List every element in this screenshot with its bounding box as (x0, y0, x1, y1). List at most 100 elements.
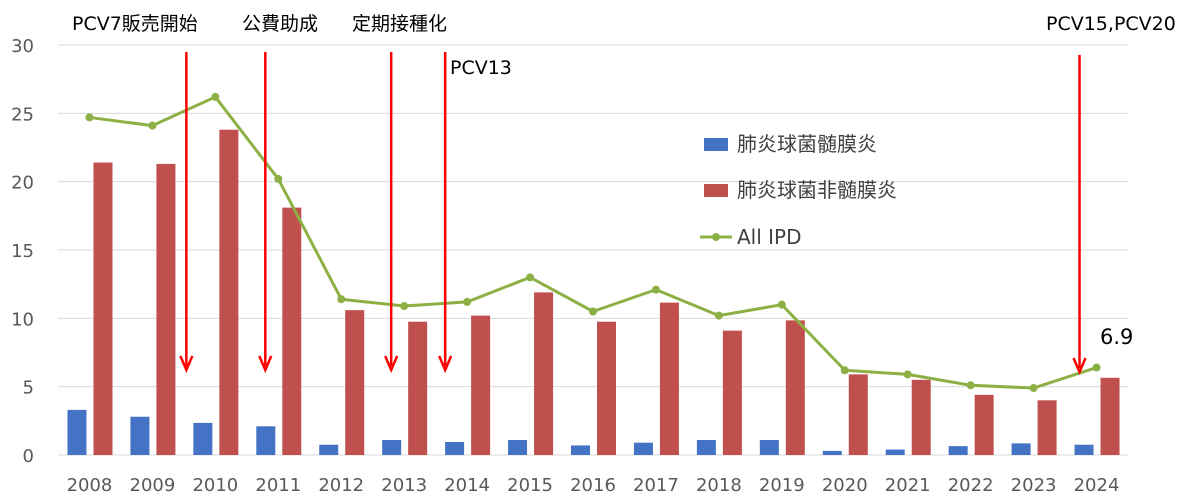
bar-non-meningitis-2010 (219, 129, 239, 455)
y-tick-label: 10 (11, 309, 34, 330)
bar-meningitis-2020 (822, 450, 842, 455)
bar-non-meningitis-2024 (1100, 377, 1120, 455)
arrow-pcv15-pcv20-head (1072, 357, 1087, 376)
bar-non-meningitis-2008 (93, 162, 113, 456)
all-ipd-point-2015 (526, 273, 535, 282)
arrow-routine-vaccination-head (384, 355, 399, 374)
bar-non-meningitis-2015 (534, 292, 554, 455)
bar-meningitis-2023 (1011, 443, 1031, 455)
bar-meningitis-2019 (759, 439, 779, 455)
x-tick-label: 2013 (381, 475, 427, 496)
bar-non-meningitis-2021 (911, 379, 931, 455)
y-tick-label: 25 (11, 104, 34, 125)
x-tick-label: 2015 (507, 475, 553, 496)
x-tick-label: 2011 (255, 475, 301, 496)
all-ipd-point-2016 (589, 307, 597, 316)
bar-non-meningitis-2022 (974, 394, 994, 455)
all-ipd-point-2022 (966, 381, 975, 390)
annotation-pcv13: PCV13 (450, 57, 512, 79)
x-tick-label: 2023 (1011, 475, 1057, 496)
x-tick-label: 2010 (192, 475, 238, 496)
x-tick-label: 2014 (444, 475, 490, 496)
bar-meningitis-2015 (508, 439, 528, 455)
bar-non-meningitis-2018 (722, 330, 742, 455)
data-label-2024: 6.9 (1100, 325, 1133, 349)
arrow-public-subsidy-head (258, 355, 273, 374)
annotation-pcv15-pcv20: PCV15,PCV20 (1046, 13, 1176, 35)
x-tick-label: 2021 (885, 475, 931, 496)
all-ipd-point-2020 (840, 366, 849, 375)
all-ipd-point-2010 (211, 92, 220, 101)
legend-swatch-non-meningitis (704, 184, 728, 197)
bar-meningitis-2017 (633, 442, 653, 455)
bar-meningitis-2011 (256, 426, 276, 455)
legend-label-meningitis: 肺炎球菌髄膜炎 (737, 132, 877, 156)
bar-meningitis-2009 (130, 416, 150, 455)
x-tick-label: 2022 (948, 475, 994, 496)
bar-non-meningitis-2011 (282, 207, 302, 455)
all-ipd-point-2014 (463, 297, 472, 306)
y-tick-label: 20 (11, 173, 34, 194)
bar-non-meningitis-2012 (345, 310, 365, 455)
x-tick-label: 2016 (570, 475, 616, 496)
y-tick-label: 0 (23, 446, 34, 467)
bar-meningitis-2012 (319, 444, 339, 455)
arrow-pcv13-head (438, 355, 453, 374)
x-tick-label: 2009 (130, 475, 176, 496)
x-tick-label: 2008 (67, 475, 113, 496)
bar-meningitis-2010 (193, 422, 213, 455)
x-axis: 2008 2009 2010 2011 2012 2013 2014 2015 2016 2017… (67, 475, 1120, 496)
bars (67, 129, 1120, 456)
legend-marker-all-ipd (712, 233, 720, 241)
bar-meningitis-2022 (948, 446, 968, 455)
all-ipd-point-2021 (903, 370, 912, 379)
all-ipd-point-2009 (148, 121, 157, 130)
all-ipd-point-2017 (651, 285, 660, 294)
bar-non-meningitis-2023 (1037, 400, 1057, 455)
all-ipd-point-2019 (777, 300, 786, 309)
x-tick-label: 2018 (696, 475, 742, 496)
all-ipd-point-2011 (274, 174, 283, 183)
legend-label-non-meningitis: 肺炎球菌非髄膜炎 (737, 178, 897, 202)
all-ipd-point-2013 (400, 302, 409, 311)
gridlines (58, 44, 1128, 456)
y-tick-label: 30 (11, 36, 34, 57)
legend-label-all-ipd: All IPD (737, 225, 802, 249)
all-ipd-point-2024 (1092, 363, 1101, 372)
arrow-pcv7-head (179, 355, 194, 374)
bar-non-meningitis-2016 (597, 321, 616, 455)
y-tick-label: 5 (23, 378, 34, 399)
legend-swatch-meningitis (704, 138, 728, 151)
all-ipd-point-2023 (1029, 384, 1038, 393)
bar-non-meningitis-2019 (785, 320, 805, 455)
x-tick-label: 2019 (759, 475, 805, 496)
all-ipd-point-2012 (337, 295, 346, 304)
bar-meningitis-2024 (1074, 444, 1094, 455)
bar-non-meningitis-2020 (848, 374, 868, 455)
y-axis: 0 5 10 15 20 25 30 (11, 36, 34, 467)
x-tick-label: 2012 (318, 475, 364, 496)
bar-meningitis-2008 (67, 409, 87, 455)
y-tick-label: 15 (11, 241, 34, 262)
all-ipd-point-2008 (85, 113, 94, 122)
all-ipd-polyline (89, 95, 1097, 390)
x-tick-label: 2020 (822, 475, 868, 496)
x-tick-label: 2024 (1074, 475, 1120, 496)
annotation-pcv7: PCV7販売開始 (72, 13, 198, 35)
legend: 肺炎球菌髄膜炎 肺炎球菌非髄膜炎 All IPD (700, 132, 897, 249)
bar-meningitis-2021 (885, 449, 905, 455)
annotation-public-subsidy: 公費助成 (242, 13, 318, 35)
bar-non-meningitis-2013 (408, 321, 428, 455)
bar-non-meningitis-2017 (659, 302, 679, 455)
bar-non-meningitis-2014 (471, 315, 491, 455)
event-arrows (179, 52, 1087, 376)
bar-meningitis-2016 (571, 445, 590, 455)
bar-non-meningitis-2009 (156, 163, 176, 455)
all-ipd-point-2018 (714, 311, 723, 320)
x-tick-label: 2017 (633, 475, 679, 496)
bar-meningitis-2018 (696, 439, 716, 455)
all-ipd-line (85, 92, 1101, 393)
bar-meningitis-2014 (445, 442, 465, 455)
annotation-routine-vaccination: 定期接種化 (352, 13, 447, 35)
